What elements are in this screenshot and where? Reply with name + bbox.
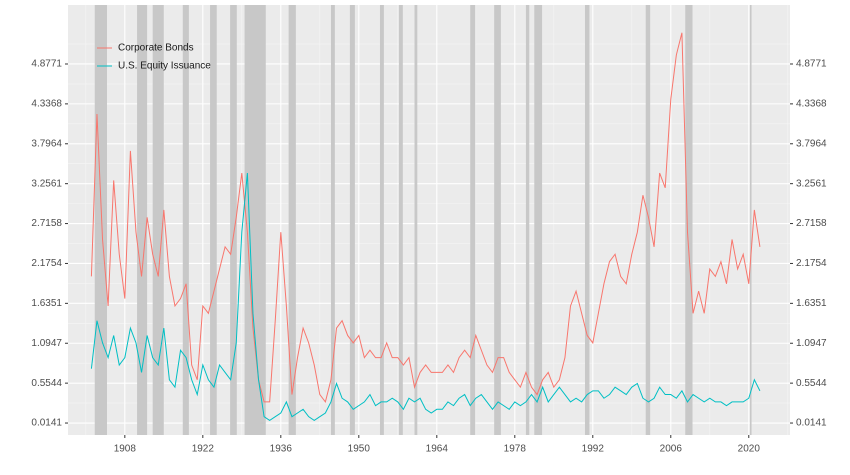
- x-tick-label: 2020: [738, 444, 761, 455]
- x-tick-label: 1978: [504, 444, 527, 455]
- y-tick-label: 4.3368: [31, 99, 62, 110]
- recession-band: [288, 5, 296, 435]
- y2-tick-label: 3.2561: [796, 178, 827, 189]
- y2-tick-label: 4.3368: [796, 99, 827, 110]
- recession-band: [398, 5, 403, 435]
- y2-tick-label: 4.8771: [796, 59, 827, 70]
- y2-tick-label: 1.6351: [796, 298, 827, 309]
- y2-tick-label: 0.0141: [796, 418, 827, 429]
- x-tick-label: 1936: [270, 444, 293, 455]
- y-tick-label: 1.0947: [31, 338, 62, 349]
- recession-band: [470, 5, 476, 435]
- recession-band: [244, 5, 266, 435]
- recession-band: [137, 5, 148, 435]
- recession-band: [210, 5, 217, 435]
- y-tick-label: 4.8771: [31, 59, 62, 70]
- y-tick-label: 2.1754: [31, 258, 62, 269]
- recession-band: [182, 5, 189, 435]
- y2-tick-label: 2.1754: [796, 258, 827, 269]
- x-tick-label: 1908: [114, 444, 137, 455]
- x-tick-label: 1964: [426, 444, 449, 455]
- y2-tick-label: 0.5544: [796, 378, 827, 389]
- recession-band: [494, 5, 501, 435]
- recession-band: [584, 5, 590, 435]
- recession-band: [152, 5, 164, 435]
- y-tick-label: 3.7964: [31, 138, 62, 149]
- recession-band: [685, 5, 693, 435]
- recession-band: [330, 5, 335, 435]
- recession-band: [525, 5, 530, 435]
- y2-tick-label: 2.7158: [796, 218, 827, 229]
- y-tick-label: 0.5544: [31, 378, 62, 389]
- legend-label: Corporate Bonds: [118, 43, 194, 54]
- recession-band: [749, 5, 752, 435]
- x-tick-label: 1992: [582, 444, 605, 455]
- recession-band: [645, 5, 651, 435]
- recession-band: [414, 5, 418, 435]
- x-tick-label: 1922: [192, 444, 215, 455]
- recession-band: [94, 5, 107, 435]
- y-tick-label: 1.6351: [31, 298, 62, 309]
- series-line: [90, 172, 761, 421]
- series-line: [90, 32, 761, 404]
- recession-band: [534, 5, 543, 435]
- recession-band: [230, 5, 237, 435]
- y-tick-label: 2.7158: [31, 218, 62, 229]
- recession-band: [349, 5, 355, 435]
- legend-label: U.S. Equity Issuance: [118, 61, 211, 72]
- y2-tick-label: 3.7964: [796, 138, 827, 149]
- y2-tick-label: 1.0947: [796, 338, 827, 349]
- x-tick-label: 1950: [348, 444, 371, 455]
- y-tick-label: 3.2561: [31, 178, 62, 189]
- x-tick-label: 2006: [660, 444, 683, 455]
- y-tick-label: 0.0141: [31, 418, 62, 429]
- recession-band: [379, 5, 384, 435]
